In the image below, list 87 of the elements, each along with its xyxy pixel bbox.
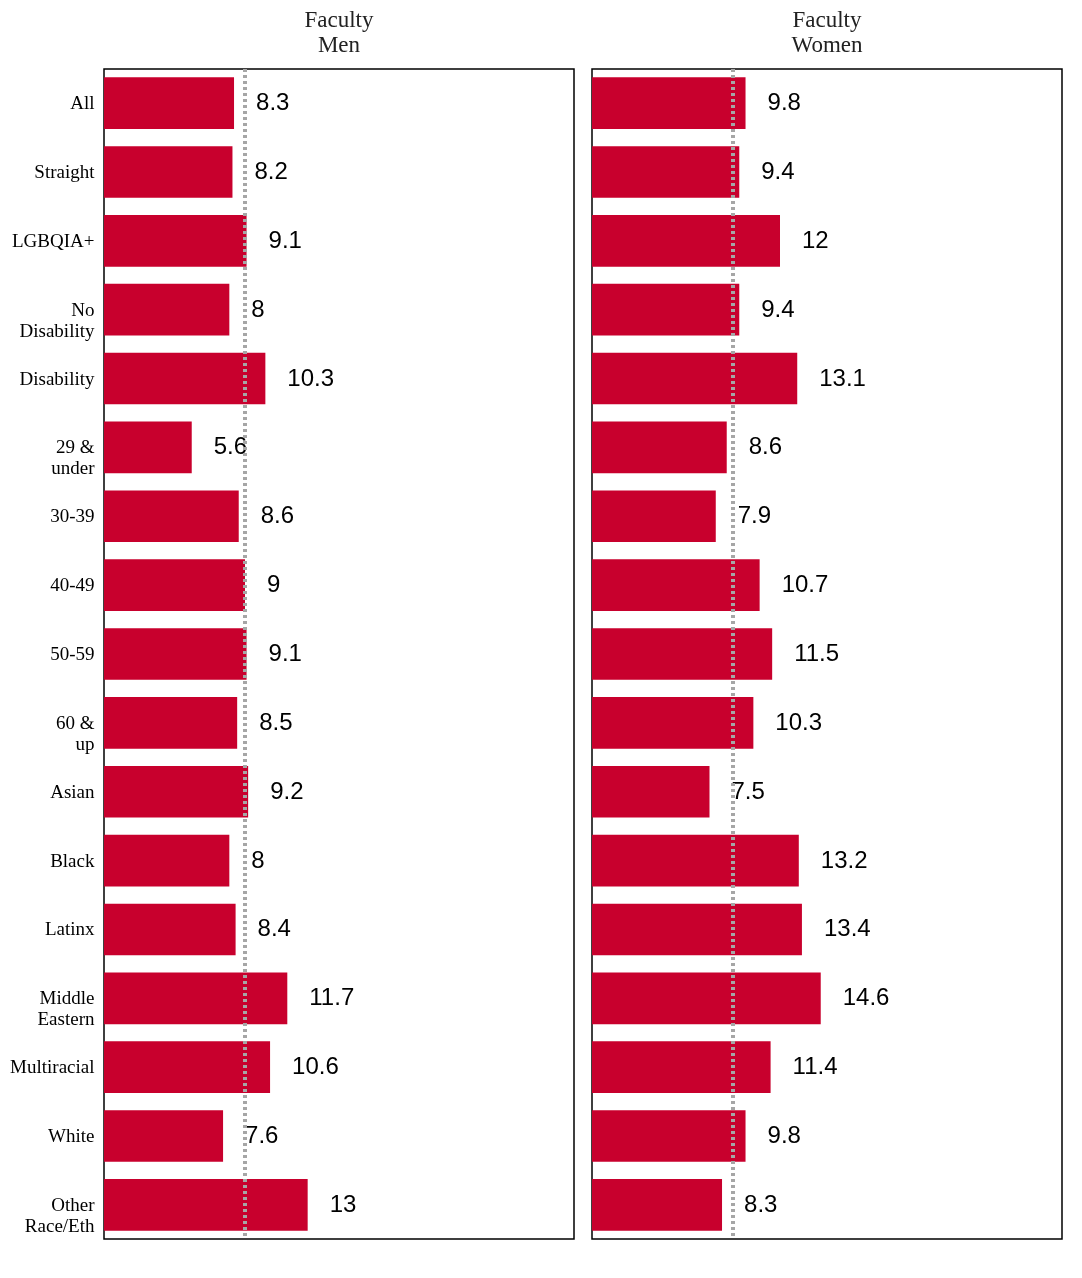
bar [104, 352, 266, 405]
bar [592, 1179, 723, 1231]
bar [592, 352, 798, 405]
data-label: 9.8 [767, 1121, 801, 1149]
y-tick-label: Multiracial [10, 1056, 95, 1078]
bar [592, 146, 740, 198]
y-tick-label: No Disability [19, 298, 95, 341]
data-label: 9.2 [270, 776, 304, 804]
data-label: 11.5 [794, 639, 840, 666]
data-label: 9.1 [268, 225, 302, 253]
y-tick-label: 60 & up [55, 711, 95, 754]
bar [104, 421, 192, 474]
data-label: 13 [329, 1189, 357, 1217]
y-tick-label: LGBQIA+ [12, 229, 95, 251]
bar [592, 283, 740, 336]
bar [104, 972, 288, 1025]
data-label: 7.6 [245, 1121, 279, 1149]
data-label: 13.1 [819, 363, 866, 391]
y-tick-label: Middle Eastern [37, 987, 95, 1030]
bar [104, 765, 249, 818]
y-tick-label: 40-49 [50, 574, 95, 596]
bar [592, 421, 727, 474]
bar [104, 903, 236, 956]
bar [592, 903, 802, 956]
bar [104, 146, 233, 198]
bar [592, 628, 773, 680]
data-label: 8.6 [748, 432, 783, 460]
data-label: 13.2 [820, 845, 868, 873]
data-label: 7.5 [731, 776, 765, 804]
bar [592, 214, 780, 267]
bar [104, 283, 230, 336]
bar [104, 214, 247, 267]
data-label: 10.3 [775, 707, 823, 735]
y-tick-label: Disability [19, 367, 95, 389]
bar [104, 834, 230, 887]
data-label: 12 [802, 225, 829, 253]
bar [104, 1179, 308, 1231]
data-label: 11.7 [309, 983, 355, 1011]
data-label: 8.6 [260, 501, 295, 529]
y-tick-label: 50-59 [50, 643, 95, 664]
data-label: 13.4 [823, 914, 871, 942]
y-tick-label: Asian [50, 780, 95, 802]
data-label: 9.4 [761, 156, 795, 184]
y-tick-label: Latinx [44, 918, 95, 940]
y-tick-label: Other Race/Eth [24, 1193, 96, 1236]
data-label: 10.3 [287, 363, 335, 391]
y-tick-label: 29 & under [51, 436, 96, 479]
data-label: 7.9 [737, 501, 772, 529]
bar [592, 77, 746, 129]
y-tick-label: White [48, 1125, 95, 1147]
data-label: 14.6 [842, 983, 890, 1011]
y-tick-label: 30-39 [50, 505, 95, 527]
y-tick-label: Straight [34, 160, 96, 182]
bar [104, 77, 235, 129]
data-label: 9.1 [268, 639, 302, 666]
data-label: 10.7 [781, 570, 829, 598]
bar [104, 697, 238, 749]
bar [104, 1110, 224, 1162]
bar [104, 490, 239, 543]
bar [104, 559, 245, 611]
y-tick-label: Black [50, 849, 95, 871]
bar [104, 628, 247, 680]
bar [592, 1041, 771, 1094]
data-label: 8 [251, 845, 265, 873]
chart-title: Faculty Women [791, 7, 863, 57]
y-tick-label: All [70, 92, 95, 114]
data-label: 9.4 [761, 294, 795, 322]
bar [592, 559, 760, 611]
chart-title: Faculty Men [304, 7, 374, 57]
data-label: 8.3 [744, 1189, 778, 1217]
bar [592, 1110, 746, 1162]
bar [592, 490, 716, 543]
data-label: 8.2 [254, 156, 288, 184]
data-label: 9 [267, 570, 281, 598]
bar [592, 765, 710, 818]
bar [592, 697, 754, 749]
data-label: 8 [251, 294, 265, 322]
bar [104, 1041, 271, 1094]
data-label: 10.6 [292, 1052, 339, 1080]
data-label: 8.5 [259, 707, 293, 735]
data-label: 8.4 [257, 914, 291, 942]
data-label: 5.6 [213, 432, 248, 460]
bar [592, 834, 799, 887]
data-label: 9.8 [767, 88, 801, 116]
data-label: 8.3 [256, 88, 290, 116]
bar [592, 972, 821, 1025]
data-label: 11.4 [792, 1052, 838, 1080]
